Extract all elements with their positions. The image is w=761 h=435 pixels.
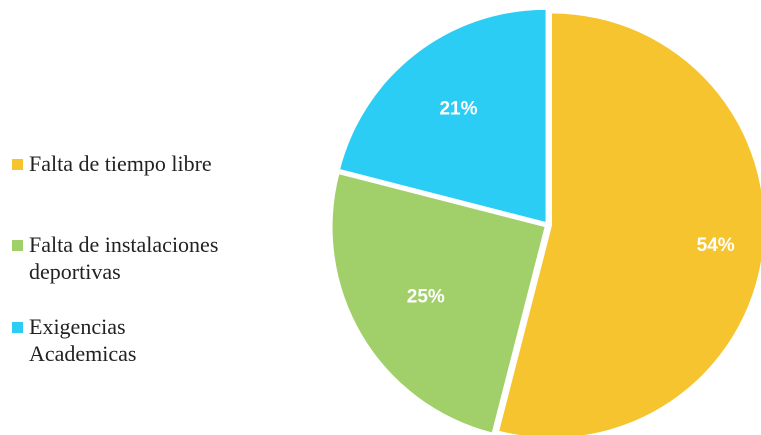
- pie-slice-0: [499, 13, 761, 435]
- legend-label-instalaciones: Falta de instalaciones deportivas: [29, 232, 219, 284]
- legend-item-falta-de-instalaciones: Falta de instalaciones deportivas: [12, 231, 274, 285]
- legend-swatch-tiempo-libre: [12, 159, 23, 170]
- legend-item-falta-de-tiempo-libre: Falta de tiempo libre: [12, 150, 289, 177]
- legend-label-tiempo-libre: Falta de tiempo libre: [29, 151, 212, 176]
- pie-slice-1: [332, 174, 545, 433]
- pie-slice-label-1: 25%: [407, 286, 445, 307]
- legend-swatch-exigencias: [12, 322, 23, 333]
- pie-slice-label-0: 54%: [697, 235, 735, 256]
- legend-label-exigencias: Exigencias Academicas: [29, 314, 137, 366]
- pie-slice-2: [340, 9, 546, 222]
- legend-item-exigencias-academicas: Exigencias Academicas: [12, 313, 149, 367]
- legend-swatch-instalaciones: [12, 240, 23, 251]
- pie-slice-label-2: 21%: [439, 99, 477, 120]
